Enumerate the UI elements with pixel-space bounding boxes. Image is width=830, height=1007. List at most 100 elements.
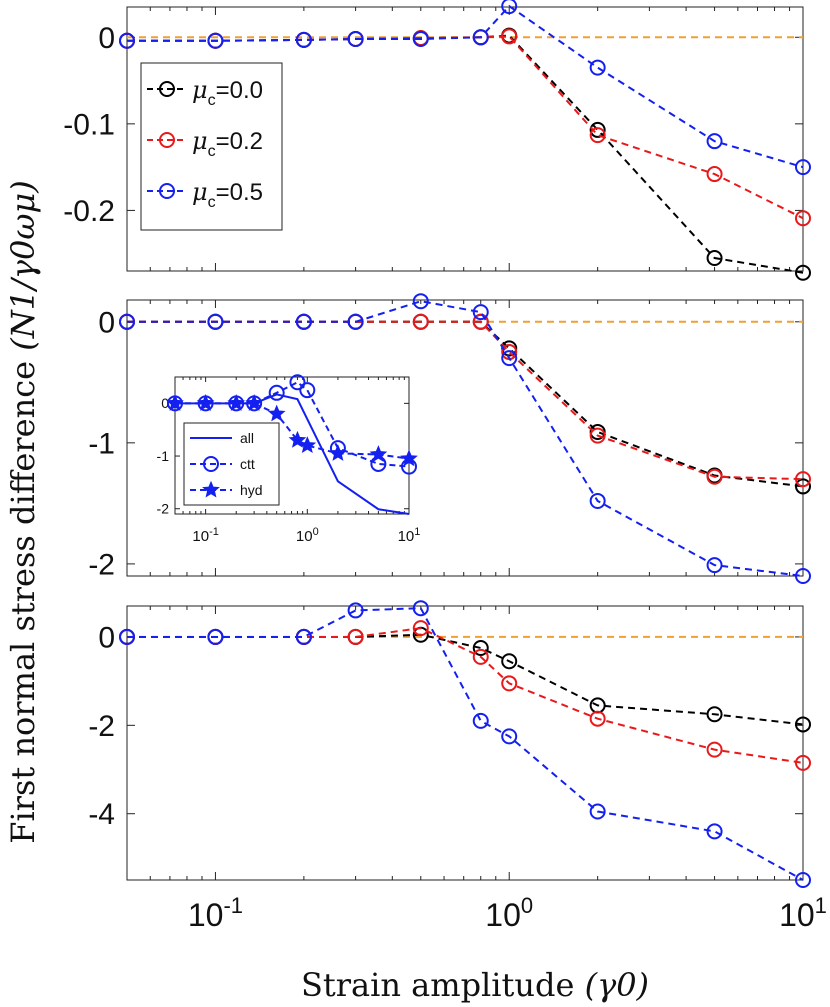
legend-label: μc=0.0 — [192, 76, 263, 109]
data-point — [501, 675, 518, 692]
inset-legend-marker — [203, 456, 219, 472]
data-point — [589, 710, 606, 727]
data-point — [501, 28, 518, 45]
x-tick-label: 10-1 — [188, 893, 243, 933]
data-point — [501, 728, 518, 745]
legend-label: μc=0.2 — [192, 127, 263, 160]
data-point — [472, 639, 489, 656]
x-axis-label: Strain amplitude (γ0) — [301, 966, 649, 1004]
data-point — [289, 374, 306, 391]
data-point — [589, 59, 606, 76]
plot-frame — [126, 605, 804, 881]
x-axis-label-text: Strain amplitude — [301, 966, 574, 1004]
y-tick-label: -1 — [157, 448, 170, 464]
data-point — [347, 628, 364, 645]
data-point — [412, 620, 429, 637]
data-point — [589, 127, 606, 144]
data-point — [589, 121, 606, 138]
data-point — [795, 568, 811, 584]
data-point — [706, 468, 723, 485]
inset-legend-entry: hyd — [190, 480, 263, 498]
data-point — [329, 444, 347, 461]
data-point — [472, 712, 489, 729]
legend-entry: μc=0.0 — [147, 76, 263, 109]
inset-x-tick-label: 10-1 — [192, 526, 218, 545]
data-point — [295, 628, 312, 645]
chart-panel-bottom: 0 -2 -4 — [88, 600, 811, 888]
data-point — [795, 264, 811, 281]
data-point — [795, 471, 811, 488]
inset-legend-entry: ctt — [190, 456, 255, 472]
series-line — [127, 607, 804, 881]
data-point — [795, 210, 811, 227]
data-point — [298, 436, 317, 454]
y-tick-label: -2 — [88, 710, 115, 743]
data-point — [268, 384, 285, 401]
x-tick-label: 101 — [779, 893, 827, 933]
data-point — [589, 427, 606, 444]
data-point — [412, 31, 429, 48]
y-axis-label-math: (N1/γ0ωμ) — [4, 180, 42, 350]
inset-legend-marker — [202, 480, 220, 498]
data-point — [706, 250, 723, 267]
data-point — [795, 754, 811, 771]
panels: 0-0.1-0.20-1-20-2-410-1 100 101μc=0.0μc=0.… — [63, 0, 827, 933]
y-tick-label: -0.2 — [63, 195, 115, 228]
legend: μc=0.0 μc=0.2 μc=0.5 — [140, 62, 283, 231]
data-point — [795, 716, 811, 733]
legend-entry: μc=0.2 — [147, 127, 263, 160]
data-point — [119, 313, 135, 330]
data-point — [347, 313, 364, 330]
legend-marker — [159, 132, 175, 148]
y-tick-label: -2 — [157, 501, 170, 517]
y-tick-label: -0.1 — [63, 108, 115, 141]
y-axis-label: First normal stress difference (N1/γ0ωμ) — [4, 180, 42, 843]
data-point — [501, 0, 518, 15]
data-point — [472, 304, 489, 321]
data-point — [795, 159, 811, 176]
legend-marker — [159, 183, 175, 199]
data-point — [369, 445, 388, 462]
data-point — [501, 350, 518, 367]
data-point — [267, 404, 286, 422]
data-point — [227, 394, 246, 411]
data-point — [347, 602, 364, 619]
data-point — [472, 648, 489, 665]
data-point — [295, 313, 312, 330]
series-line — [175, 402, 410, 460]
data-point — [299, 382, 316, 399]
series-hyd — [166, 394, 418, 467]
data-point — [245, 394, 263, 411]
y-tick-label: 0 — [98, 621, 115, 654]
legend-marker — [159, 81, 175, 97]
x-axis-label-math: (γ0) — [585, 966, 649, 1004]
y-tick-label: -1 — [88, 427, 115, 460]
inset-x-tick-label: 101 — [398, 526, 421, 545]
data-point — [166, 394, 184, 411]
data-point — [795, 872, 811, 888]
inset-legend: all ctt hyd — [183, 422, 280, 506]
legend-label: μc=0.5 — [192, 178, 263, 211]
y-tick-label: 0 — [161, 395, 169, 411]
inset-x-tick-label: 100 — [296, 526, 319, 545]
series-μc=0.5 — [119, 293, 811, 584]
inset-legend-label: hyd — [240, 482, 263, 498]
data-point — [207, 32, 224, 49]
series-line — [127, 4, 804, 169]
data-point — [400, 449, 418, 467]
data-point — [412, 293, 429, 310]
data-point — [706, 823, 723, 840]
data-point — [706, 706, 723, 723]
data-point — [472, 313, 489, 330]
y-tick-label: -2 — [88, 548, 115, 581]
data-point — [347, 31, 364, 48]
data-point — [706, 557, 723, 574]
data-point — [207, 313, 224, 330]
data-point — [207, 628, 224, 645]
data-point — [412, 313, 429, 330]
data-point — [589, 492, 606, 509]
legend-entry: μc=0.5 — [147, 178, 263, 211]
data-point — [706, 166, 723, 183]
series-μc=0.5 — [119, 600, 811, 888]
